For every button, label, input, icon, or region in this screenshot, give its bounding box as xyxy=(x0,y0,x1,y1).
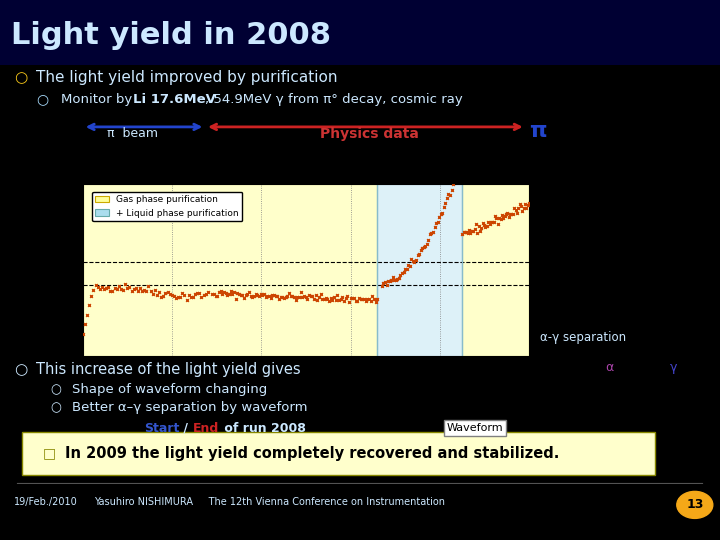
Text: End: End xyxy=(193,422,219,435)
Text: Start: Start xyxy=(144,422,179,435)
Legend: Gas phase purification, + Liquid phase purification: Gas phase purification, + Liquid phase p… xyxy=(91,192,243,221)
Text: γ: γ xyxy=(670,361,677,374)
Text: ○: ○ xyxy=(36,92,48,106)
Text: Monitor by: Monitor by xyxy=(61,93,137,106)
Text: This increase of the light yield gives: This increase of the light yield gives xyxy=(36,362,301,377)
Text: ○: ○ xyxy=(50,401,61,414)
Text: 19/Feb./2010: 19/Feb./2010 xyxy=(14,497,78,507)
Text: Li 17.6MeV: Li 17.6MeV xyxy=(133,93,216,106)
Bar xyxy=(462,184,529,356)
Text: π  beam: π beam xyxy=(107,127,158,140)
Text: Shape of waveform changing: Shape of waveform changing xyxy=(72,383,267,396)
Text: Better α–γ separation by waveform: Better α–γ separation by waveform xyxy=(72,401,307,414)
Text: /: / xyxy=(179,422,192,435)
Bar xyxy=(377,184,462,356)
Text: , 54.9MeV γ from π° decay, cosmic ray: , 54.9MeV γ from π° decay, cosmic ray xyxy=(205,93,463,106)
FancyBboxPatch shape xyxy=(0,0,720,65)
Bar xyxy=(83,184,377,356)
FancyBboxPatch shape xyxy=(22,432,655,475)
Circle shape xyxy=(677,491,713,518)
Text: α: α xyxy=(605,361,613,374)
Text: The light yield improved by purification: The light yield improved by purification xyxy=(36,70,338,85)
Y-axis label: Light yield [a.u.]: Light yield [a.u.] xyxy=(47,230,57,310)
Text: 13: 13 xyxy=(686,498,703,511)
Text: □: □ xyxy=(43,447,56,461)
Text: Yasuhiro NISHIMURA     The 12th Vienna Conference on Instrumentation: Yasuhiro NISHIMURA The 12th Vienna Confe… xyxy=(94,497,445,507)
Text: α-γ separation: α-γ separation xyxy=(540,331,626,344)
Text: Physics data: Physics data xyxy=(320,127,419,141)
Text: Light yield in 2008: Light yield in 2008 xyxy=(11,21,330,50)
Text: ○: ○ xyxy=(14,362,27,377)
Text: π: π xyxy=(529,121,546,141)
Text: of run 2008: of run 2008 xyxy=(220,422,306,435)
Text: ○: ○ xyxy=(14,70,27,85)
Text: Waveform: Waveform xyxy=(446,423,503,433)
Text: In 2009 the light yield completely recovered and stabilized.: In 2009 the light yield completely recov… xyxy=(65,446,559,461)
Text: ○: ○ xyxy=(50,383,61,396)
